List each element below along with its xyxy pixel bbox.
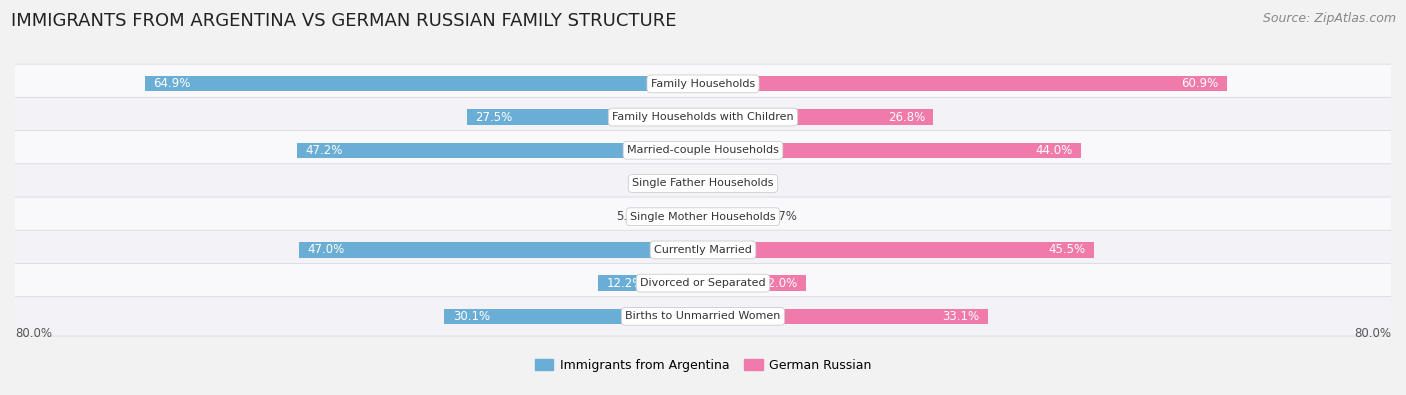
Text: 44.0%: 44.0%	[1036, 144, 1073, 157]
Bar	[145, 76, 703, 92]
Text: 80.0%: 80.0%	[1354, 327, 1391, 340]
Text: 33.1%: 33.1%	[942, 310, 979, 323]
Bar	[598, 275, 703, 291]
Legend: Immigrants from Argentina, German Russian: Immigrants from Argentina, German Russia…	[530, 354, 876, 376]
Text: 45.5%: 45.5%	[1049, 243, 1085, 256]
Text: Source: ZipAtlas.com: Source: ZipAtlas.com	[1263, 12, 1396, 25]
Bar	[703, 275, 806, 291]
Text: 64.9%: 64.9%	[153, 77, 191, 90]
Text: 12.0%: 12.0%	[761, 276, 797, 290]
Bar	[703, 242, 1094, 258]
Text: 12.2%: 12.2%	[606, 276, 644, 290]
Text: 6.7%: 6.7%	[768, 210, 797, 223]
Bar	[703, 176, 724, 191]
Bar	[444, 309, 703, 324]
Text: 47.0%: 47.0%	[308, 243, 344, 256]
FancyBboxPatch shape	[14, 230, 1392, 270]
FancyBboxPatch shape	[14, 263, 1392, 303]
Text: IMMIGRANTS FROM ARGENTINA VS GERMAN RUSSIAN FAMILY STRUCTURE: IMMIGRANTS FROM ARGENTINA VS GERMAN RUSS…	[11, 12, 676, 30]
Text: Family Households with Children: Family Households with Children	[612, 112, 794, 122]
Text: Births to Unmarried Women: Births to Unmarried Women	[626, 311, 780, 322]
FancyBboxPatch shape	[14, 164, 1392, 203]
Bar	[703, 209, 761, 224]
Text: Married-couple Households: Married-couple Households	[627, 145, 779, 155]
Text: 80.0%: 80.0%	[15, 327, 52, 340]
Bar	[703, 109, 934, 125]
Bar	[297, 143, 703, 158]
Text: Family Households: Family Households	[651, 79, 755, 89]
Bar	[467, 109, 703, 125]
Text: Single Mother Households: Single Mother Households	[630, 212, 776, 222]
Text: Divorced or Separated: Divorced or Separated	[640, 278, 766, 288]
Bar	[685, 176, 703, 191]
Bar	[703, 76, 1227, 92]
Bar	[299, 242, 703, 258]
FancyBboxPatch shape	[14, 131, 1392, 170]
FancyBboxPatch shape	[14, 297, 1392, 336]
Text: 47.2%: 47.2%	[305, 144, 343, 157]
FancyBboxPatch shape	[14, 64, 1392, 103]
Text: Currently Married: Currently Married	[654, 245, 752, 255]
FancyBboxPatch shape	[14, 98, 1392, 137]
Text: 5.9%: 5.9%	[616, 210, 645, 223]
Text: 60.9%: 60.9%	[1181, 77, 1218, 90]
Text: 26.8%: 26.8%	[887, 111, 925, 124]
Text: Single Father Households: Single Father Households	[633, 179, 773, 188]
Bar	[652, 209, 703, 224]
Text: 30.1%: 30.1%	[453, 310, 489, 323]
Bar	[703, 143, 1081, 158]
Text: 2.4%: 2.4%	[731, 177, 761, 190]
Text: 27.5%: 27.5%	[475, 111, 512, 124]
FancyBboxPatch shape	[14, 197, 1392, 236]
Bar	[703, 309, 987, 324]
Text: 2.2%: 2.2%	[647, 177, 678, 190]
